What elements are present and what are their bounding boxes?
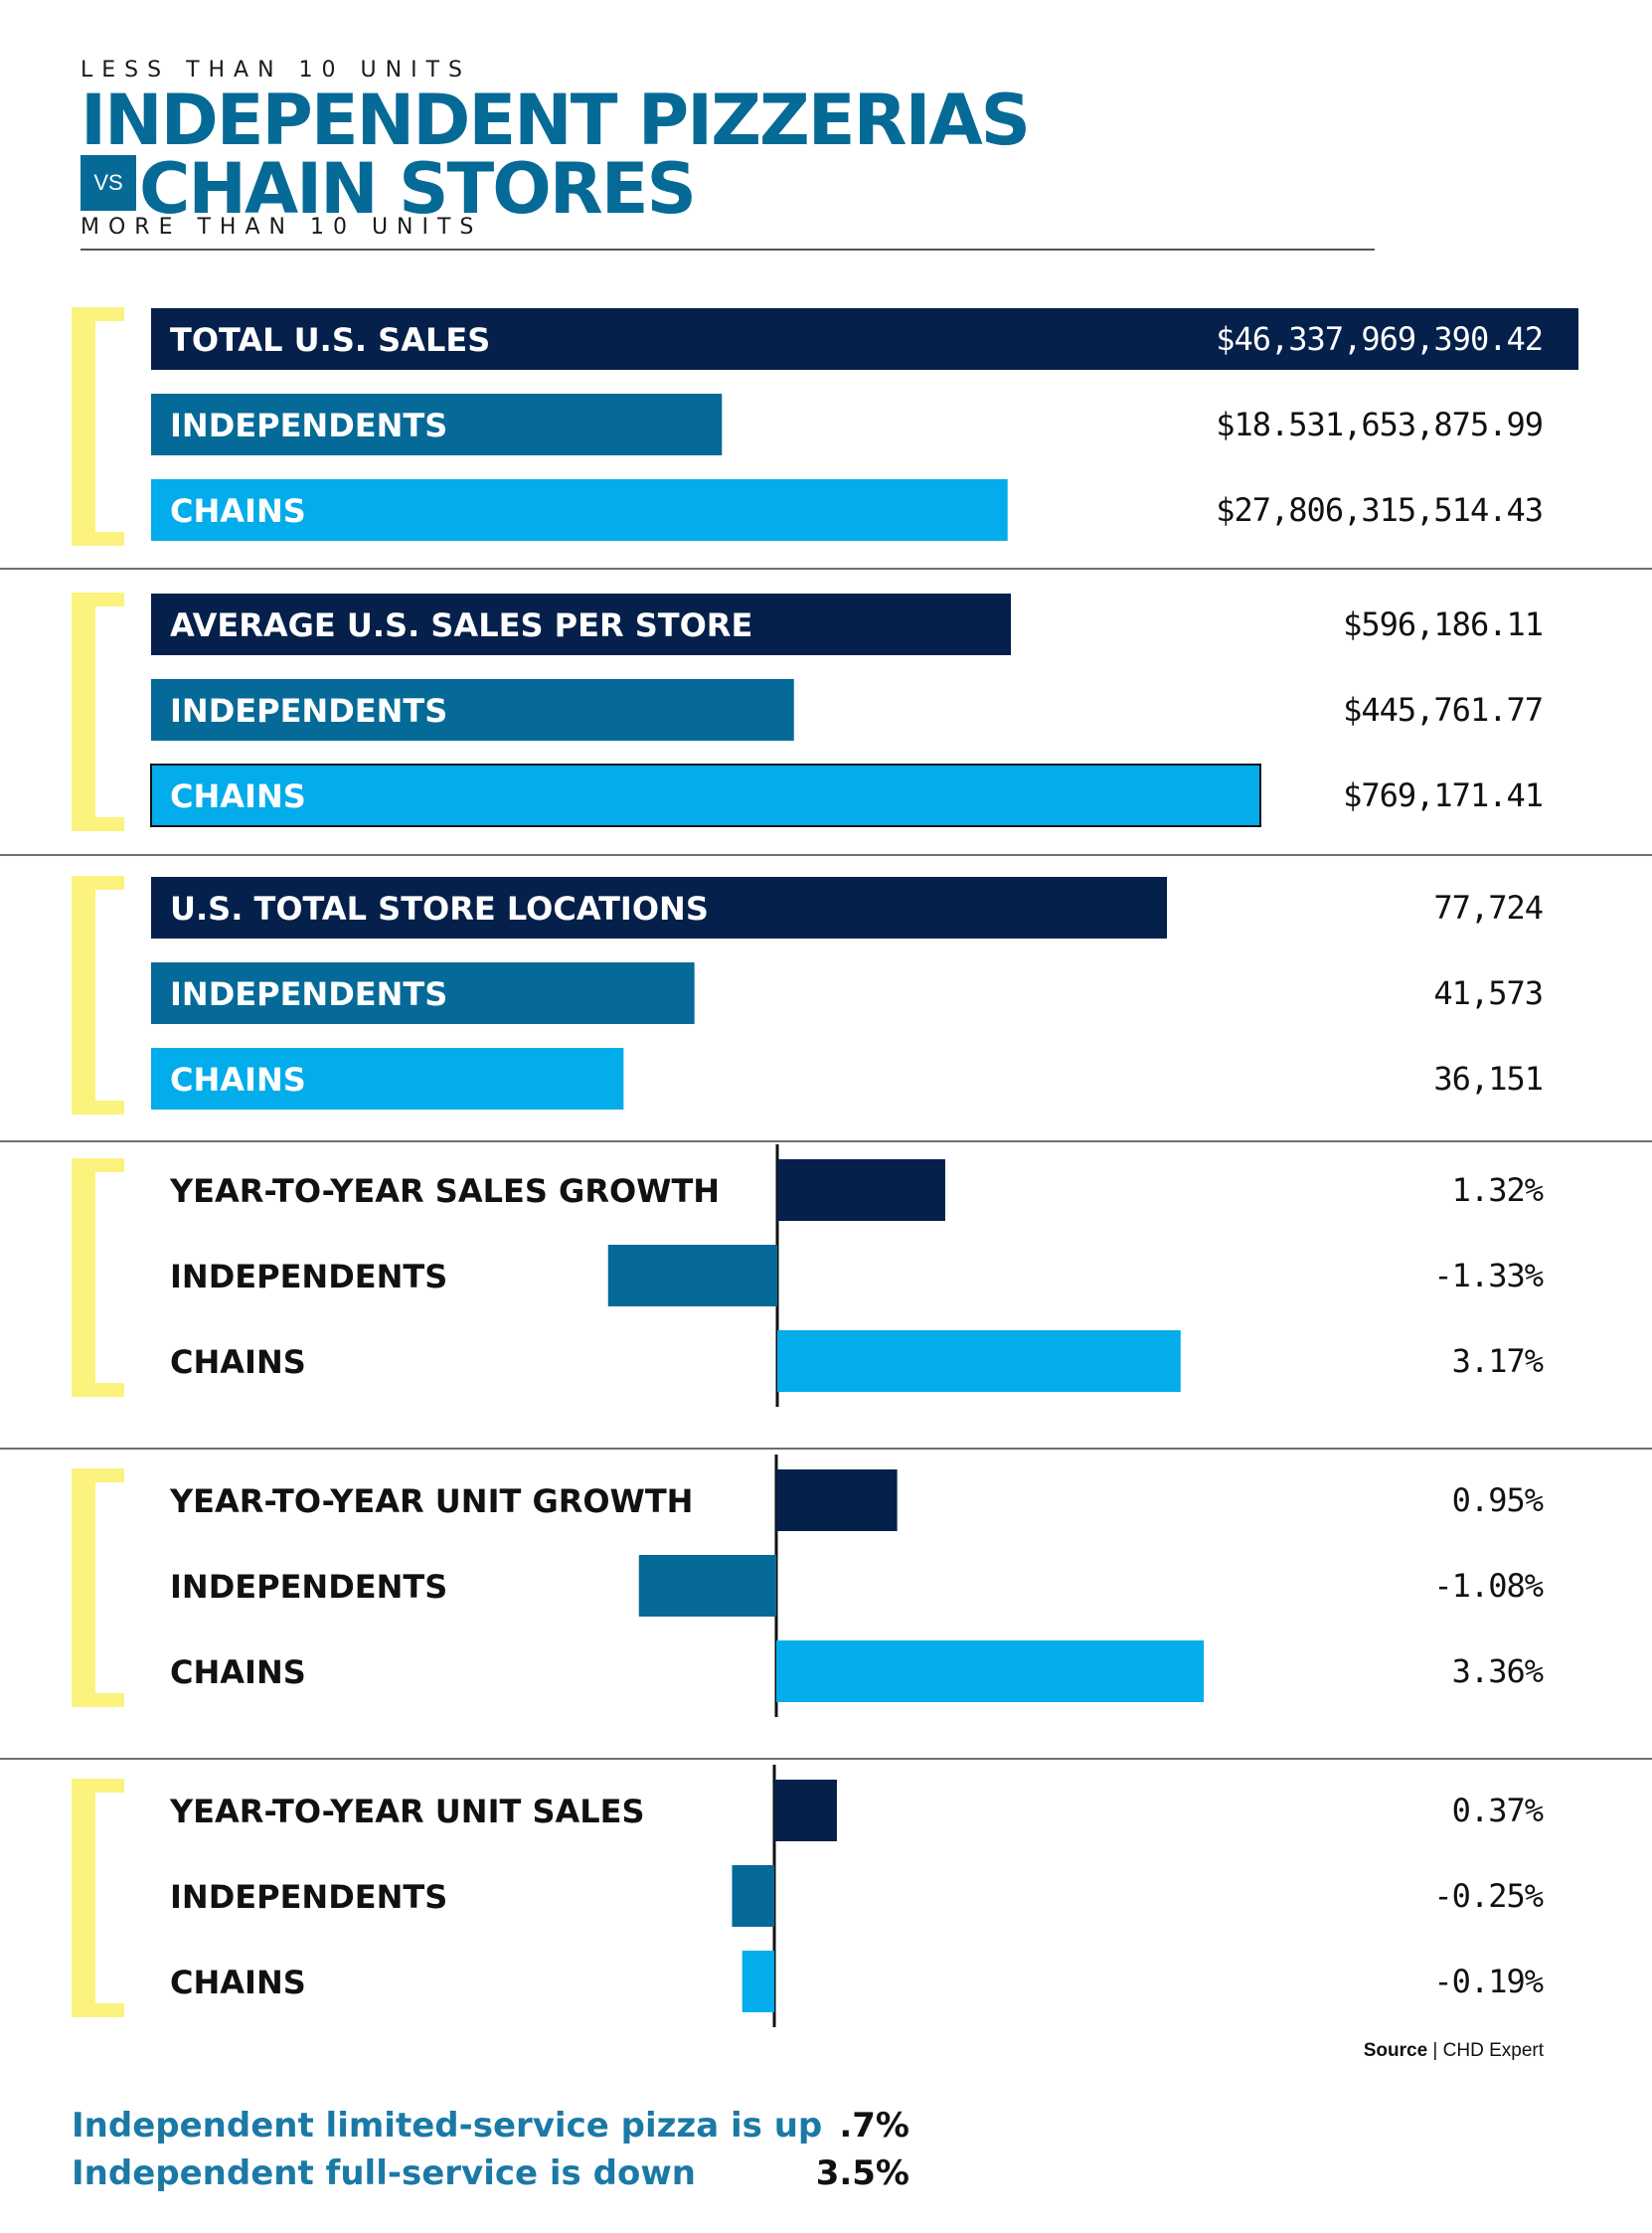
label-1-chains: CHAINS [170,492,306,530]
yellow-bracket-4 [72,1158,124,1397]
label-6-independents: INDEPENDENTS [170,1878,447,1916]
bar-2-average-u-s-sales-per-store [151,594,1012,655]
label-4-year-to-year-sales-growth: YEAR-TO-YEAR SALES GROWTH [169,1172,720,1210]
bar-6-year-to-year-unit-sales [774,1780,837,1841]
value-3-chains: 36,151 [1433,1060,1543,1098]
label-6-chains: CHAINS [170,1964,306,2001]
label-3-u-s-total-store-locations: U.S. TOTAL STORE LOCATIONS [170,890,709,928]
value-6-chains: -0.19% [1433,1963,1543,2000]
footnote-full-service-value: 3.5% [815,2153,909,2193]
bar-4-year-to-year-sales-growth [777,1159,945,1221]
label-5-independents: INDEPENDENTS [170,1568,447,1606]
bar-4-chains [777,1330,1181,1392]
bar-6-independents [732,1865,774,1927]
yellow-bracket-6 [72,1779,124,2017]
label-2-average-u-s-sales-per-store: AVERAGE U.S. SALES PER STORE [170,606,752,644]
value-4-year-to-year-sales-growth: 1.32% [1452,1171,1544,1209]
bar-2-independents [151,679,794,741]
value-1-chains: $27,806,315,514.43 [1216,491,1543,529]
source-label: Source [1363,2040,1428,2061]
bar-3-u-s-total-store-locations [151,877,1167,939]
bar-3-chains [151,1048,624,1110]
value-1-total-u-s-sales: $46,337,969,390.42 [1216,320,1543,358]
section-divider-4 [0,1448,1652,1450]
bar-2-chains [150,764,1261,827]
label-4-independents: INDEPENDENTS [170,1258,447,1295]
yellow-bracket-2 [72,593,124,831]
footnote-limited-service: Independent limited-service pizza is up [72,2106,823,2146]
value-4-independents: -1.33% [1433,1257,1543,1294]
kicker-less-than-10-units: LESS THAN 10 UNITS [81,58,471,83]
value-4-chains: 3.17% [1452,1342,1544,1380]
yellow-bracket-3 [72,876,124,1115]
bar-1-chains [151,479,1008,541]
value-3-independents: 41,573 [1433,974,1543,1012]
source-name: CHD Expert [1442,2040,1544,2061]
title-independent-pizzerias: INDEPENDENT PIZZERIAS [81,80,1031,161]
label-3-chains: CHAINS [170,1061,306,1099]
label-5-chains: CHAINS [170,1653,306,1691]
bar-1-independents [151,394,723,455]
value-3-u-s-total-store-locations: 77,724 [1433,889,1543,927]
bar-4-independents [607,1245,777,1306]
section-divider-5 [0,1758,1652,1760]
label-3-independents: INDEPENDENTS [170,975,447,1013]
footnote-full-service: Independent full-service is down [72,2153,696,2193]
value-1-independents: $18.531,653,875.99 [1216,406,1543,443]
label-2-chains: CHAINS [170,777,306,815]
value-5-year-to-year-unit-growth: 0.95% [1452,1481,1544,1519]
value-6-year-to-year-unit-sales: 0.37% [1452,1792,1544,1829]
label-4-chains: CHAINS [170,1343,306,1381]
value-2-independents: $445,761.77 [1343,691,1543,729]
label-2-independents: INDEPENDENTS [170,692,447,730]
value-6-independents: -0.25% [1433,1877,1543,1915]
label-1-total-u-s-sales: TOTAL U.S. SALES [170,321,490,359]
source-note: Source | CHD Expert [1364,2040,1544,2062]
bar-5-independents [638,1555,776,1617]
label-6-year-to-year-unit-sales: YEAR-TO-YEAR UNIT SALES [169,1793,645,1830]
bar-3-independents [151,962,695,1024]
bar-5-chains [776,1640,1205,1702]
section-divider-1 [0,568,1652,570]
value-2-chains: $769,171.41 [1343,776,1543,814]
value-5-independents: -1.08% [1433,1567,1543,1605]
yellow-bracket-5 [72,1468,124,1707]
label-1-independents: INDEPENDENTS [170,407,447,444]
value-2-average-u-s-sales-per-store: $596,186.11 [1343,605,1543,643]
section-divider-3 [0,1140,1652,1142]
yellow-bracket-1 [72,307,124,546]
kicker-more-than-10-units: MORE THAN 10 UNITS [81,215,483,240]
title-chain-stores: CHAIN STORES [139,148,697,230]
section-divider-2 [0,854,1652,856]
title-divider [81,249,1375,251]
label-5-year-to-year-unit-growth: YEAR-TO-YEAR UNIT GROWTH [169,1482,693,1520]
source-separator: | [1432,2040,1438,2061]
bar-5-year-to-year-unit-growth [776,1469,898,1531]
value-5-chains: 3.36% [1452,1652,1544,1690]
bar-6-chains [742,1951,774,2012]
bar-1-total-u-s-sales [151,308,1578,370]
vs-badge: VS [81,155,136,211]
footnote-limited-service-value: .7% [839,2106,909,2146]
